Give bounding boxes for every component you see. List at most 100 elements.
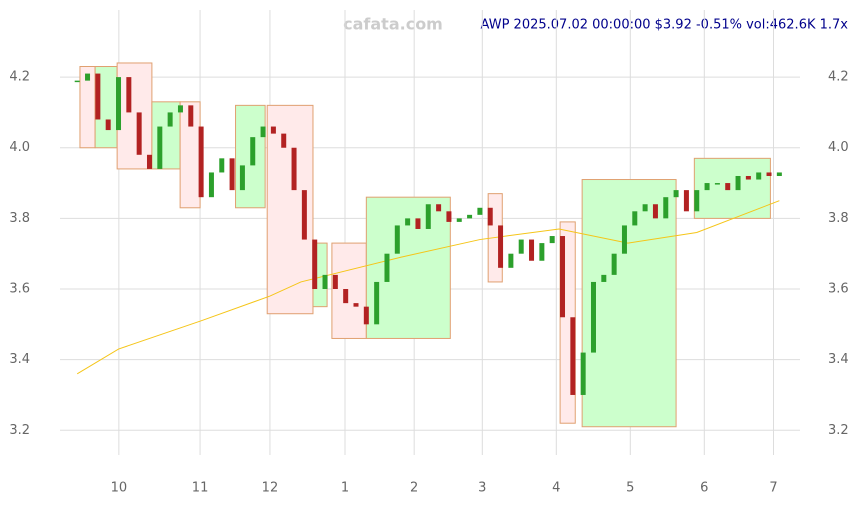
- candle: [374, 281, 380, 325]
- candle: [415, 218, 421, 229]
- candle: [601, 274, 607, 282]
- candle: [776, 172, 782, 176]
- candle: [508, 253, 514, 268]
- candle: [735, 175, 741, 191]
- y-tick-label-right: 3.4: [828, 352, 849, 367]
- candle: [229, 158, 235, 191]
- x-tick-label: 2: [410, 481, 418, 496]
- candle: [301, 190, 307, 240]
- candle: [766, 172, 772, 176]
- candle: [353, 303, 359, 307]
- candle: [477, 207, 483, 215]
- candle: [239, 165, 245, 191]
- candle: [560, 236, 566, 318]
- candle: [405, 218, 411, 226]
- moving-average: [76, 200, 780, 375]
- candle: [642, 204, 648, 212]
- candle: [549, 236, 555, 244]
- x-tick-label: 5: [626, 481, 634, 496]
- y-tick-label-right: 4.2: [828, 70, 849, 85]
- candle: [270, 126, 276, 134]
- y-tick-label: 4.0: [9, 140, 30, 155]
- candle: [756, 172, 762, 180]
- x-tick-label: 11: [192, 481, 209, 496]
- candle: [683, 190, 689, 212]
- candle: [312, 239, 318, 290]
- candle: [570, 317, 576, 395]
- candle: [632, 211, 638, 226]
- candle: [456, 218, 462, 222]
- candle: [394, 225, 400, 254]
- x-tick-label: 1: [341, 481, 349, 496]
- candle: [663, 197, 669, 219]
- candle: [694, 190, 700, 212]
- candle: [260, 126, 266, 138]
- candle: [425, 204, 431, 229]
- candle: [250, 137, 256, 166]
- y-tick-label-right: 3.2: [828, 423, 849, 438]
- candle: [436, 204, 442, 212]
- y-tick-label-right: 3.6: [828, 282, 849, 297]
- candle: [611, 253, 617, 275]
- candle: [188, 105, 194, 127]
- candle: [446, 211, 452, 222]
- candle: [580, 352, 586, 395]
- candle: [95, 73, 101, 120]
- candle: [539, 243, 545, 261]
- candle: [467, 214, 473, 219]
- candle: [590, 281, 596, 353]
- x-tick-label: 6: [700, 481, 708, 496]
- candle: [177, 105, 183, 113]
- candle: [146, 154, 152, 169]
- watermark: cafata.com: [343, 15, 443, 34]
- x-tick-label: 4: [552, 481, 560, 496]
- candle: [291, 147, 297, 191]
- candle: [384, 253, 390, 282]
- candle: [714, 183, 720, 185]
- candle: [126, 77, 132, 113]
- candle: [725, 183, 731, 191]
- y-tick-label: 4.2: [9, 70, 30, 85]
- candle: [116, 77, 122, 131]
- candle: [487, 207, 493, 226]
- chart-title: AWP 2025.07.02 00:00:00 $3.92 -0.51% vol…: [481, 18, 849, 33]
- candle: [704, 183, 710, 191]
- candle: [518, 239, 524, 254]
- box: [116, 62, 153, 170]
- x-tick-label: 3: [478, 481, 486, 496]
- box: [266, 104, 314, 315]
- box: [151, 101, 181, 170]
- x-tick-label: 12: [262, 481, 279, 496]
- candle: [529, 239, 535, 261]
- candle: [652, 204, 658, 219]
- candle: [105, 119, 111, 131]
- candle: [74, 80, 80, 83]
- candle: [157, 126, 163, 169]
- candle: [621, 225, 627, 254]
- box: [581, 179, 677, 428]
- candle: [363, 306, 369, 325]
- candle: [498, 225, 504, 268]
- candle: [219, 158, 225, 173]
- candle: [85, 73, 91, 81]
- candle: [281, 133, 287, 148]
- candle: [322, 274, 328, 290]
- y-tick-label: 3.4: [9, 352, 30, 367]
- x-tick-label: 7: [769, 481, 777, 496]
- y-tick-label: 3.2: [9, 423, 30, 438]
- candle: [208, 172, 214, 198]
- y-tick-label-right: 4.0: [828, 140, 849, 155]
- candle: [167, 112, 173, 127]
- candle: [332, 274, 338, 290]
- candle: [198, 126, 204, 198]
- candle: [745, 175, 751, 180]
- y-tick-label-right: 3.8: [828, 211, 849, 226]
- candle: [343, 289, 349, 304]
- y-tick-label: 3.8: [9, 211, 30, 226]
- candle: [673, 190, 679, 198]
- x-tick-label: 10: [111, 481, 128, 496]
- y-tick-label: 3.6: [9, 282, 30, 297]
- box: [331, 242, 367, 339]
- candle: [136, 112, 142, 155]
